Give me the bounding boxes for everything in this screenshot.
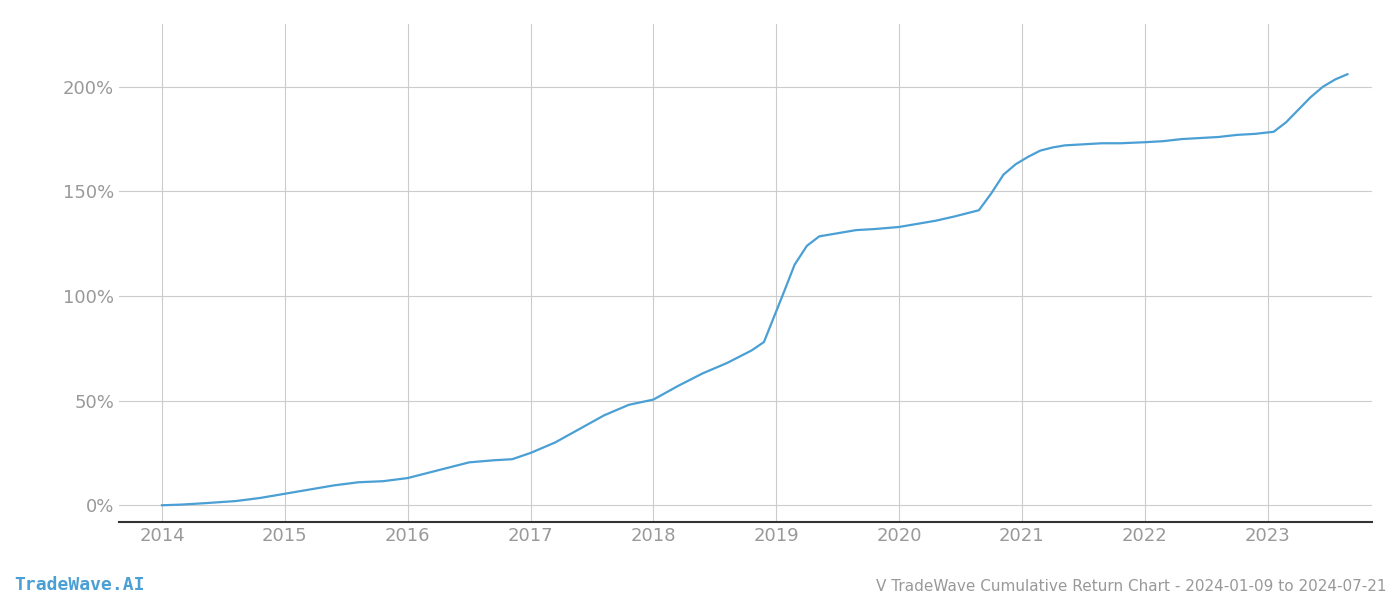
Text: V TradeWave Cumulative Return Chart - 2024-01-09 to 2024-07-21: V TradeWave Cumulative Return Chart - 20… — [875, 579, 1386, 594]
Text: TradeWave.AI: TradeWave.AI — [14, 576, 144, 594]
